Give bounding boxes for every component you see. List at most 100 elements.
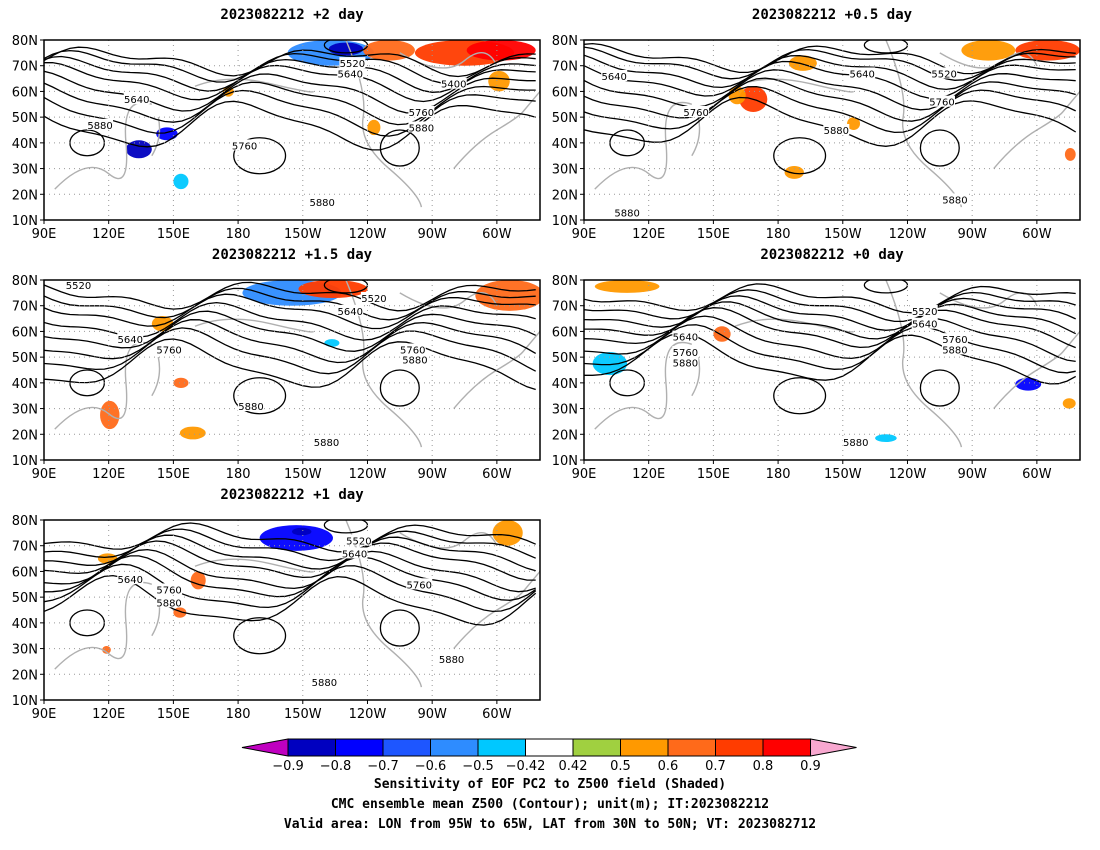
contour-label: 5880 bbox=[942, 195, 967, 206]
coastline bbox=[594, 341, 693, 430]
coastline bbox=[151, 116, 161, 157]
contour-label: 5760 bbox=[400, 345, 425, 356]
contour-label-bg bbox=[672, 346, 699, 357]
contour-label: 5880 bbox=[843, 438, 868, 449]
contour-label: 5520 bbox=[361, 294, 386, 305]
x-tick-label: 90E bbox=[572, 467, 597, 482]
contour-label-bg bbox=[406, 578, 433, 590]
y-tick-label: 70N bbox=[12, 540, 38, 555]
contour-label: 5520 bbox=[340, 59, 365, 70]
contour-label: 5880 bbox=[314, 438, 339, 449]
contour-label-bg bbox=[339, 57, 366, 69]
contour-label-bg bbox=[309, 196, 336, 207]
x-tick-label: 120E bbox=[632, 227, 665, 242]
contour-label: 5880 bbox=[409, 123, 434, 134]
y-tick-label: 30N bbox=[12, 403, 38, 418]
z500-contour bbox=[44, 81, 536, 126]
y-tick-label: 30N bbox=[12, 643, 38, 658]
x-tick-label: 90E bbox=[32, 467, 57, 482]
z500-contour bbox=[44, 555, 537, 601]
sensitivity-patch bbox=[173, 173, 189, 190]
colorbar-swatch bbox=[525, 738, 574, 757]
z500-contour bbox=[584, 60, 1076, 99]
coastline bbox=[345, 280, 423, 448]
coastline bbox=[54, 341, 153, 430]
z500-contour bbox=[44, 319, 537, 364]
y-tick-label: 10N bbox=[12, 454, 38, 469]
contour-label-bg bbox=[672, 330, 699, 342]
colorbar: −0.9 −0.8 −0.7 −0.6 −0.5 −0.42 0.42 0.5 0.6 0.7 0.… bbox=[241, 738, 857, 774]
contour-label: 5640 bbox=[601, 72, 626, 83]
z500-contour bbox=[233, 377, 287, 415]
colorbar-tick-label: −0.6 bbox=[415, 759, 447, 774]
contour-label: 5520 bbox=[346, 537, 371, 548]
x-tick-label: 120W bbox=[349, 227, 387, 242]
y-tick-label: 30N bbox=[552, 163, 578, 178]
z500-contour bbox=[44, 100, 536, 151]
plot-frame bbox=[43, 519, 541, 701]
x-tick-label: 60W bbox=[1022, 227, 1052, 242]
sensitivity-patch bbox=[594, 280, 660, 293]
z500-contour bbox=[44, 338, 536, 391]
colorbar-swatch bbox=[430, 738, 479, 757]
colorbar-min-arrow bbox=[241, 738, 289, 757]
x-tick-label: 120W bbox=[349, 707, 387, 722]
colorbar-swatch bbox=[477, 738, 526, 757]
sensitivity-patch bbox=[784, 166, 804, 179]
z500-contour bbox=[584, 85, 1076, 134]
contour-label-bg bbox=[408, 121, 435, 133]
x-tick-label: 60W bbox=[482, 227, 512, 242]
sensitivity-patch bbox=[488, 70, 510, 92]
contour-label-bg bbox=[123, 93, 150, 105]
y-tick-label: 50N bbox=[552, 111, 578, 126]
z500-contour bbox=[44, 61, 536, 103]
y-tick-label: 10N bbox=[552, 454, 578, 469]
contour-label-bg bbox=[337, 304, 364, 316]
y-tick-label: 80N bbox=[552, 274, 578, 289]
x-tick-label: 120W bbox=[889, 467, 927, 482]
x-tick-label: 150W bbox=[284, 227, 322, 242]
x-tick-label: 180 bbox=[226, 227, 251, 242]
y-tick-label: 70N bbox=[12, 300, 38, 315]
z500-contour bbox=[584, 46, 1076, 81]
z500-contour bbox=[44, 522, 536, 553]
z500-contour bbox=[584, 324, 1076, 374]
z500-contour bbox=[379, 369, 420, 407]
contour-label: 5760 bbox=[156, 585, 181, 596]
sensitivity-patch bbox=[1064, 148, 1076, 161]
x-tick-label: 180 bbox=[226, 467, 251, 482]
colorbar-tick-label: −0.8 bbox=[320, 759, 352, 774]
panel-title: 2023082212 +0.5 day bbox=[751, 7, 913, 23]
contour-label-bg bbox=[911, 317, 938, 329]
z500-contour bbox=[584, 315, 1076, 363]
x-tick-label: 150E bbox=[697, 467, 730, 482]
coastline bbox=[993, 90, 1080, 170]
x-tick-label: 150W bbox=[284, 707, 322, 722]
z500-contour bbox=[379, 609, 420, 647]
x-tick-label: 150W bbox=[824, 467, 862, 482]
x-tick-label: 150W bbox=[824, 227, 862, 242]
x-tick-label: 90W bbox=[417, 467, 447, 482]
contour-label-bg bbox=[87, 118, 114, 130]
panel-title: 2023082212 +0 day bbox=[760, 247, 904, 263]
contour-label-bg bbox=[408, 106, 435, 117]
x-tick-label: 150W bbox=[284, 467, 322, 482]
sensitivity-patch bbox=[179, 426, 206, 440]
y-tick-label: 20N bbox=[552, 188, 578, 203]
sensitivity-patch bbox=[324, 339, 340, 347]
contour-label: 5880 bbox=[238, 402, 263, 413]
coastline bbox=[54, 581, 153, 670]
colorbar-swatch bbox=[620, 738, 669, 757]
y-tick-label: 60N bbox=[552, 325, 578, 340]
y-tick-label: 40N bbox=[552, 377, 578, 392]
x-tick-label: 120W bbox=[349, 467, 387, 482]
contour-label-bg bbox=[941, 333, 968, 345]
y-tick-label: 60N bbox=[552, 85, 578, 100]
x-tick-label: 60W bbox=[482, 467, 512, 482]
contour-label-bg bbox=[117, 333, 144, 345]
colorbar-swatch bbox=[715, 738, 764, 757]
contour-label: 5760 bbox=[683, 108, 708, 119]
y-tick-label: 80N bbox=[12, 274, 38, 289]
contour-label-bg bbox=[823, 124, 850, 135]
